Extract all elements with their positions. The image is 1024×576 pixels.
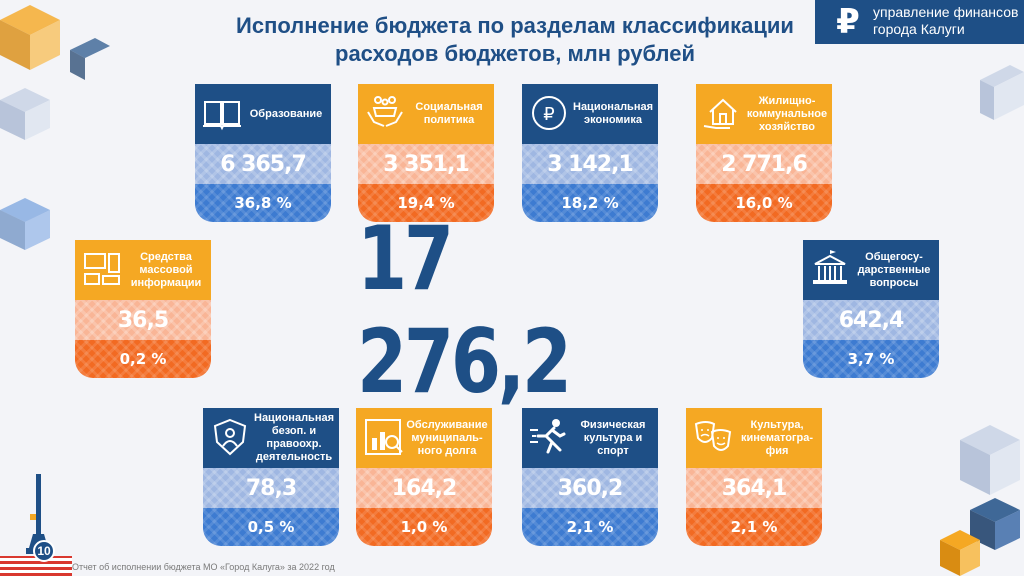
card-percent: 36,8 % <box>195 184 331 222</box>
debt-chart-icon <box>365 419 403 455</box>
title-line-2: расходов бюджетов, млн рублей <box>335 41 695 66</box>
card-header: Национальная безоп. и правоохр. деятельн… <box>203 408 339 468</box>
footer-stripes <box>0 556 72 576</box>
card-label: Жилищно-коммунальное хозяйство <box>746 94 828 133</box>
card-percent: 16,0 % <box>696 184 832 222</box>
card-label: Культура, кинематогра-фия <box>740 418 814 457</box>
card-header: ₽ Национальная экономика <box>522 84 658 144</box>
card-security: Национальная безоп. и правоохр. деятельн… <box>203 408 339 546</box>
card-debt: Обслуживание муниципаль-ного долга 164,2… <box>356 408 492 546</box>
card-value: 36,5 <box>75 300 211 340</box>
card-value: 3 142,1 <box>522 144 658 184</box>
card-education: Образование 6 365,7 36,8 % <box>195 84 331 222</box>
card-header: Обслуживание муниципаль-ного долга <box>356 408 492 468</box>
logo-line-2: города Калуги <box>873 21 965 37</box>
card-percent: 0,5 % <box>203 508 339 546</box>
card-label: Общегосу-дарственные вопросы <box>857 250 931 289</box>
card-label: Национальная экономика <box>573 101 653 126</box>
card-label: Национальная безоп. и правоохр. деятельн… <box>254 412 334 463</box>
card-percent: 1,0 % <box>356 508 492 546</box>
card-label: Физическая культура и спорт <box>580 418 646 457</box>
finance-department-logo: ₽ управление финансов города Калуги <box>815 0 1024 44</box>
card-value: 78,3 <box>203 468 339 508</box>
card-percent: 18,2 % <box>522 184 658 222</box>
card-header: Культура, кинематогра-фия <box>686 408 822 468</box>
card-value: 2 771,6 <box>696 144 832 184</box>
card-value: 164,2 <box>356 468 492 508</box>
card-percent: 19,4 % <box>358 184 494 222</box>
title-line-1: Исполнение бюджета по разделам классифик… <box>236 13 794 38</box>
logo-text: управление финансов города Калуги <box>873 4 1019 38</box>
card-header: Социальная политика <box>358 84 494 144</box>
card-percent: 2,1 % <box>686 508 822 546</box>
card-sport: Физическая культура и спорт 360,2 2,1 % <box>522 408 658 546</box>
card-percent: 0,2 % <box>75 340 211 378</box>
runner-icon <box>530 419 566 454</box>
card-label: Средства массовой информации <box>130 250 202 289</box>
card-economy: ₽ Национальная экономика 3 142,1 18,2 % <box>522 84 658 222</box>
book-icon <box>203 101 241 131</box>
ruble-coin-icon: ₽ <box>532 96 566 130</box>
total-amount: 17 276,2 <box>357 207 572 413</box>
card-media: Средства массовой информации 36,5 0,2 % <box>75 240 211 378</box>
card-header: Образование <box>195 84 331 144</box>
media-devices-icon <box>84 253 120 285</box>
ruble-icon: ₽ <box>836 2 860 42</box>
page-title: Исполнение бюджета по разделам классифик… <box>215 12 815 68</box>
card-culture: Культура, кинематогра-фия 364,1 2,1 % <box>686 408 822 546</box>
house-hand-icon <box>703 98 737 129</box>
card-header: Физическая культура и спорт <box>522 408 658 468</box>
card-value: 364,1 <box>686 468 822 508</box>
family-hands-icon <box>367 96 403 127</box>
logo-line-1: управление финансов <box>873 4 1019 20</box>
theater-masks-icon <box>694 421 732 451</box>
decorative-cubes-left <box>0 5 110 250</box>
card-value: 6 365,7 <box>195 144 331 184</box>
page-number: 10 <box>33 540 55 562</box>
card-header: Общегосу-дарственные вопросы <box>803 240 939 300</box>
svg-text:₽: ₽ <box>543 104 554 125</box>
card-header: Средства массовой информации <box>75 240 211 300</box>
card-label: Социальная политика <box>415 101 483 126</box>
card-value: 3 351,1 <box>358 144 494 184</box>
card-percent: 2,1 % <box>522 508 658 546</box>
card-value: 642,4 <box>803 300 939 340</box>
footer-text: Отчет об исполнении бюджета МО «Город Ка… <box>72 562 335 572</box>
card-label: Образование <box>249 107 323 120</box>
card-housing: Жилищно-коммунальное хозяйство 2 771,6 1… <box>696 84 832 222</box>
card-value: 360,2 <box>522 468 658 508</box>
decorative-cubes-right <box>940 65 1024 576</box>
card-header: Жилищно-коммунальное хозяйство <box>696 84 832 144</box>
shield-person-icon <box>213 418 247 456</box>
card-label: Обслуживание муниципаль-ного долга <box>406 418 488 457</box>
card-social: Социальная политика 3 351,1 19,4 % <box>358 84 494 222</box>
government-building-icon <box>813 250 847 284</box>
card-percent: 3,7 % <box>803 340 939 378</box>
card-general: Общегосу-дарственные вопросы 642,4 3,7 % <box>803 240 939 378</box>
